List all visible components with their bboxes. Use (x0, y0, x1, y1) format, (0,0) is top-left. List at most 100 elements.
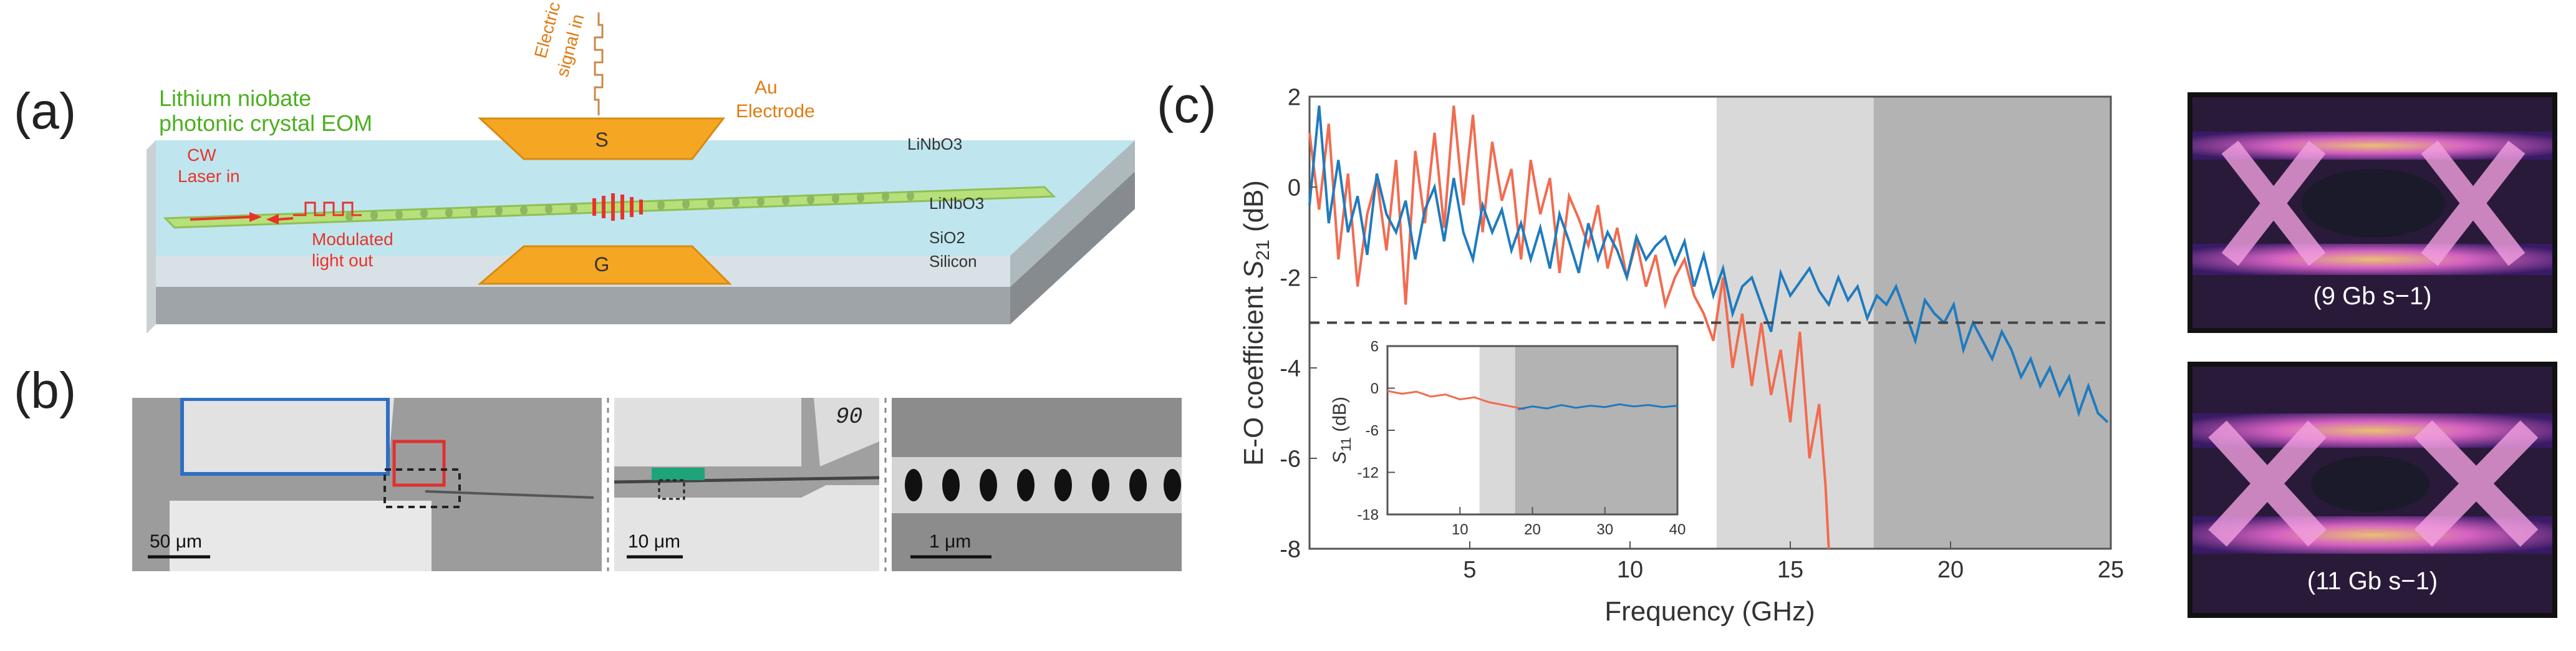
sem2-dashed-box (658, 479, 685, 500)
au-label-line1: Au (755, 77, 778, 98)
eye2-crossing-left (2208, 420, 2327, 547)
inset-series-red (1387, 390, 1526, 410)
inset-series-blue (1518, 403, 1678, 410)
sem1-dashed-box (384, 468, 461, 508)
main-x-tick-label: 20 (1937, 557, 1964, 583)
photonic-crystal-holes (345, 191, 914, 221)
sem1-blue-box (180, 398, 390, 476)
layer-silicon-label: Silicon (929, 252, 977, 271)
eye2-opening (2311, 456, 2429, 512)
y-axis-label-sub: 21 (1253, 239, 1273, 260)
eye-label-11gbps: (11 Gb s−1) (2307, 567, 2438, 595)
eye1-lower-band (2192, 244, 2552, 275)
electrode-g (477, 245, 732, 285)
eye-diagram-11gbps: (11 Gb s−1) (2188, 362, 2557, 618)
au-label-line2: Electrode (736, 101, 815, 122)
inset-x-tick-label: 30 (1596, 521, 1613, 538)
cw-arrow-head (249, 212, 262, 222)
sem2-waveguide (614, 476, 879, 484)
modulated-label-line2: light out (312, 251, 373, 270)
inset-y-tick-label: -18 (1357, 506, 1379, 523)
sem-image-1: 50 μm (132, 398, 602, 571)
slab-right-face (1010, 140, 1135, 287)
modulated-arrow-head (266, 214, 279, 224)
inset-y-tick-label: 6 (1371, 338, 1379, 355)
electrode-s-label: S (595, 128, 608, 151)
main-y-tick-label: 2 (1288, 84, 1301, 110)
waveguide (163, 186, 1056, 229)
sem1-pad-top (182, 398, 394, 473)
y-axis-label-suffix: (dB) (1238, 180, 1269, 239)
eye1-crossing-right (2421, 140, 2525, 266)
sem1-scale-label: 50 μm (150, 531, 202, 552)
cw-arrow (190, 216, 250, 221)
cavity-field (592, 193, 643, 221)
inset-y-tick-label: -6 (1366, 422, 1379, 439)
modulated-light-wave (293, 201, 362, 216)
inset-y-tick-label: -12 (1357, 465, 1379, 481)
main-series-blue (1308, 105, 2109, 423)
inset-x-tick-label: 10 (1452, 521, 1469, 538)
inset-y-label-var: S (1329, 451, 1350, 464)
main-y-tick-label: -8 (1280, 536, 1301, 562)
panel-label-c: (c) (1157, 77, 1217, 133)
electrode-g-label: G (594, 253, 610, 276)
y-axis-label-prefix: E-O coefficient (1238, 279, 1269, 466)
eye2-upper-band (2192, 413, 2552, 448)
main-series-red (1308, 105, 1830, 549)
y-axis-label-var: S (1238, 261, 1269, 279)
cw-label-line2: Laser in (178, 166, 240, 186)
eye1-crossing-left (2221, 140, 2326, 266)
electric-signal-wave (594, 12, 604, 115)
sem3-holes (905, 469, 1181, 501)
eye-diagram-9gbps: (9 Gb s−1) (2188, 92, 2557, 333)
main-x-tick-label: 15 (1777, 557, 1803, 583)
layer-linbo3-top-label: LiNbO3 (907, 135, 962, 153)
layer-linbo3-label: LiNbO3 (929, 194, 984, 213)
sem-image-2: 90 10 μm (614, 398, 879, 571)
main-x-tick-label: 10 (1617, 557, 1643, 583)
inset-shaded-region-2 (1515, 346, 1677, 514)
main-y-tick-label: -6 (1280, 446, 1301, 472)
sem2-corner-label: 90 (836, 404, 862, 430)
sem2-pad-right (814, 398, 879, 466)
inset-x-tick-label: 40 (1669, 521, 1686, 538)
electrode-s (478, 117, 726, 160)
main-y-tick-label: -4 (1280, 355, 1301, 382)
inset-y-label-sub: 11 (1338, 437, 1354, 451)
sem1-waveguide (425, 490, 594, 499)
layer-sio2-label: SiO2 (929, 228, 965, 247)
sem2-pad-top (614, 398, 801, 466)
main-x-tick-label: 5 (1463, 557, 1476, 583)
main-y-tick-label: 0 (1288, 175, 1301, 201)
sem1-red-box (392, 440, 446, 487)
modulated-label-line1: Modulated (312, 229, 393, 249)
modulated-arrow (277, 217, 294, 221)
sem2-pad-bottom (614, 485, 879, 571)
eye1-opening (2302, 169, 2445, 238)
slab-left-edge (147, 140, 156, 334)
eye-label-9gbps: (9 Gb s−1) (2313, 282, 2432, 310)
sem1-pad-bottom (170, 501, 432, 571)
sem-image-3: 1 μm (892, 398, 1182, 571)
eye2-crossing-right (2414, 420, 2539, 547)
sem2-scale-label: 10 μm (628, 531, 680, 552)
title-line1: Lithium niobate (159, 85, 311, 111)
inset-shaded-region-1 (1479, 346, 1515, 514)
main-y-tick-label: -2 (1280, 265, 1301, 291)
inset-y-label: S11 (dB) (1329, 397, 1354, 464)
y-axis-label: E-O coefficient S21 (dB) (1238, 180, 1273, 466)
eye1-upper-band (2192, 132, 2552, 160)
eye2-lower-band (2192, 516, 2552, 554)
title-line2: photonic crystal EOM (159, 110, 372, 136)
inset-x-tick-label: 20 (1524, 521, 1541, 538)
inset-y-label-suffix: (dB) (1329, 397, 1350, 437)
device-diagram: S G Lithium niobate photonic crystal EOM… (147, 0, 1135, 334)
silicon-side (1010, 171, 1135, 324)
sem2-green-region (652, 468, 705, 480)
main-x-tick-label: 25 (2098, 557, 2124, 583)
panel-label-b: (b) (14, 362, 77, 419)
inset-y-tick-label: 0 (1371, 380, 1379, 397)
sem3-scale-label: 1 μm (929, 531, 971, 552)
